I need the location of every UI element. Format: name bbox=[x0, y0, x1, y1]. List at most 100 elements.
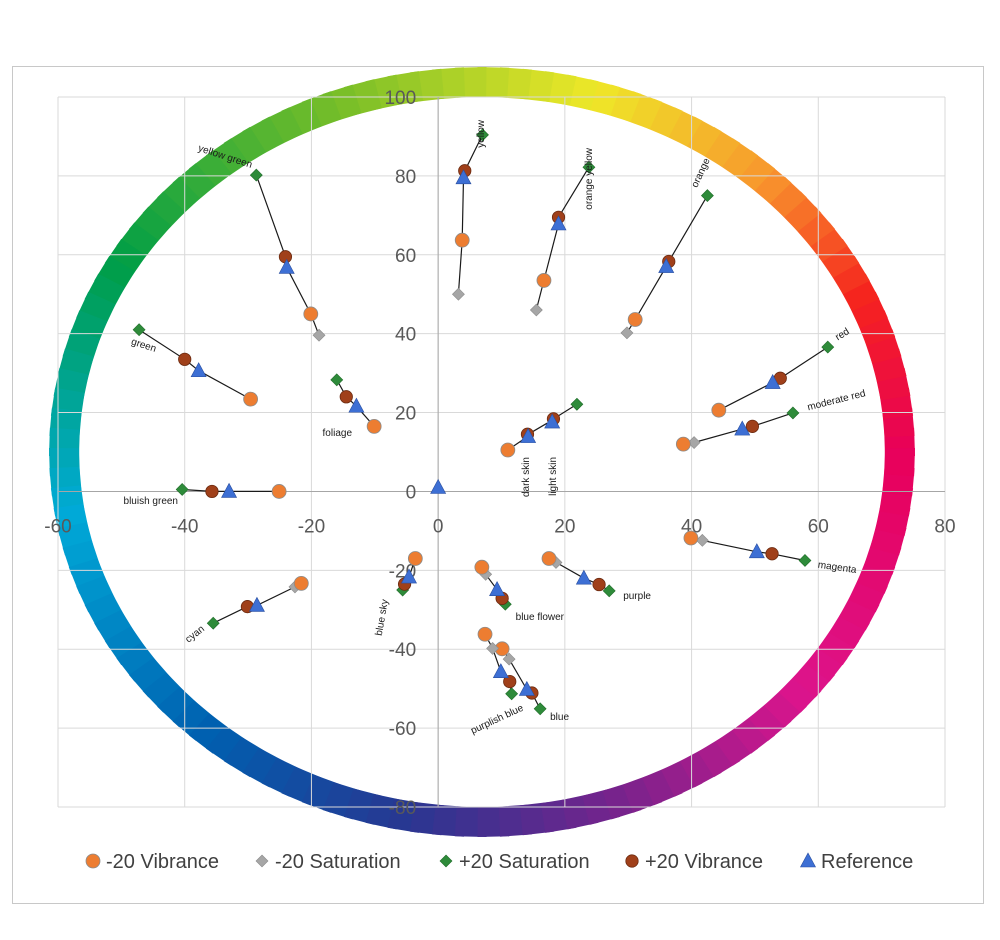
wheel-segment bbox=[817, 238, 860, 278]
marker-sat-minus bbox=[502, 652, 516, 666]
connector-line bbox=[690, 537, 806, 562]
marker-vib-plus bbox=[339, 390, 353, 404]
marker-vib-plus bbox=[178, 352, 192, 366]
wheel-segment bbox=[715, 725, 758, 766]
marker-vib-plus bbox=[745, 419, 759, 433]
x-tick-label: 0 bbox=[433, 516, 444, 537]
wheel-segment bbox=[764, 176, 807, 218]
marker-ref bbox=[348, 397, 365, 413]
wheel-segment bbox=[884, 448, 915, 477]
x-tick-label: 60 bbox=[808, 516, 829, 537]
marker-ref bbox=[734, 420, 751, 436]
connector-line bbox=[182, 488, 280, 492]
marker-sat-plus bbox=[700, 189, 714, 203]
y-tick-label: -60 bbox=[389, 719, 416, 740]
marker-ref bbox=[799, 852, 817, 868]
marker-ref bbox=[492, 663, 509, 679]
x-tick-label: 40 bbox=[681, 516, 702, 537]
marker-vib-minus bbox=[477, 626, 493, 642]
marker-ref bbox=[748, 543, 765, 559]
marker-sat-plus bbox=[476, 128, 489, 142]
patch-label: light skin bbox=[548, 457, 559, 496]
patch-label: cyan bbox=[183, 624, 206, 646]
marker-ref bbox=[221, 482, 238, 498]
marker-ref bbox=[489, 581, 506, 596]
y-tick-label: 100 bbox=[384, 88, 416, 109]
marker-ref bbox=[544, 413, 561, 429]
y-tick-label: 20 bbox=[395, 404, 416, 425]
patch-label: orange bbox=[690, 156, 713, 189]
patch-label: bluish green bbox=[124, 496, 178, 507]
marker-sat-plus bbox=[206, 616, 220, 630]
legend-label: -20 Vibrance bbox=[106, 851, 219, 873]
marker-vib-minus bbox=[500, 442, 516, 458]
gridlines bbox=[57, 96, 946, 808]
marker-sat-plus bbox=[175, 483, 189, 496]
patch-label: purplish blue bbox=[469, 703, 525, 737]
marker-ref bbox=[575, 569, 592, 585]
wheel-segment bbox=[778, 191, 822, 232]
marker-vib-plus bbox=[765, 547, 779, 561]
marker-vib-plus bbox=[205, 484, 219, 499]
y-tick-label: 60 bbox=[395, 246, 416, 267]
marker-sat-plus bbox=[821, 340, 835, 354]
wheel-segment bbox=[157, 686, 200, 728]
patch-label: foliage bbox=[323, 428, 353, 439]
patch-label: dark skin bbox=[521, 457, 532, 497]
wheel-segment bbox=[805, 222, 848, 262]
legend-label: +20 Vibrance bbox=[645, 851, 763, 873]
marker-sat-minus bbox=[695, 533, 709, 547]
wheel-segment bbox=[748, 163, 792, 204]
marker-vib-minus bbox=[407, 551, 423, 566]
wheel-segment bbox=[172, 163, 216, 204]
x-tick-label: -40 bbox=[171, 516, 198, 537]
marker-sat-minus bbox=[620, 326, 634, 340]
patch-label: orange yellow bbox=[584, 147, 595, 209]
wheel-segment bbox=[172, 700, 216, 741]
legend-label: Reference bbox=[821, 851, 913, 873]
patch-label: purple bbox=[623, 591, 651, 602]
marker-vib-minus bbox=[683, 530, 699, 546]
patch-label: blue bbox=[550, 712, 569, 723]
marker-sat-minus bbox=[451, 287, 465, 301]
marker-vib-plus bbox=[592, 577, 606, 592]
wheel-segment bbox=[792, 206, 835, 247]
marker-vib-minus bbox=[85, 853, 101, 869]
connector-line bbox=[535, 166, 590, 311]
wheel-segment bbox=[732, 713, 776, 754]
patch-label: blue sky bbox=[374, 599, 391, 637]
marker-vib-minus bbox=[454, 232, 470, 248]
marker-ref bbox=[190, 362, 207, 378]
patch-label: blue flower bbox=[516, 612, 565, 623]
patch-label: red bbox=[834, 326, 852, 343]
wheel-segment bbox=[104, 626, 147, 666]
marker-sat-plus bbox=[505, 687, 519, 701]
connector-line bbox=[336, 379, 375, 427]
patch-label: moderate red bbox=[806, 388, 866, 413]
wheel-segment bbox=[116, 642, 159, 682]
marker-sat-minus bbox=[687, 436, 701, 449]
marker-sat-plus bbox=[533, 702, 547, 716]
marker-sat-minus bbox=[255, 854, 269, 868]
chart-border bbox=[12, 66, 984, 904]
marker-ref bbox=[658, 257, 675, 273]
wheel-segment bbox=[188, 150, 232, 191]
marker-sat-plus bbox=[602, 584, 616, 598]
marker-ref bbox=[550, 215, 567, 231]
wheel-segment bbox=[129, 657, 172, 698]
marker-vib-minus bbox=[474, 559, 490, 575]
marker-vib-plus bbox=[625, 854, 639, 868]
connector-line bbox=[138, 329, 251, 400]
connector-lines bbox=[138, 134, 829, 710]
marker-vib-minus bbox=[271, 484, 287, 499]
marker-ref bbox=[520, 427, 537, 443]
legend: -20 Vibrance -20 Saturation +20 Saturation… bbox=[85, 851, 913, 873]
wheel-segment bbox=[778, 672, 822, 713]
marker-vib-minus bbox=[293, 575, 309, 591]
marker-sat-plus bbox=[570, 397, 584, 411]
legend-label: -20 Saturation bbox=[275, 851, 401, 873]
marker-sat-plus bbox=[132, 323, 146, 337]
axes: -60 -40 -20 0 20 40 60 80-80-60-40-202040608010… bbox=[44, 88, 955, 819]
marker-ref bbox=[248, 596, 265, 612]
